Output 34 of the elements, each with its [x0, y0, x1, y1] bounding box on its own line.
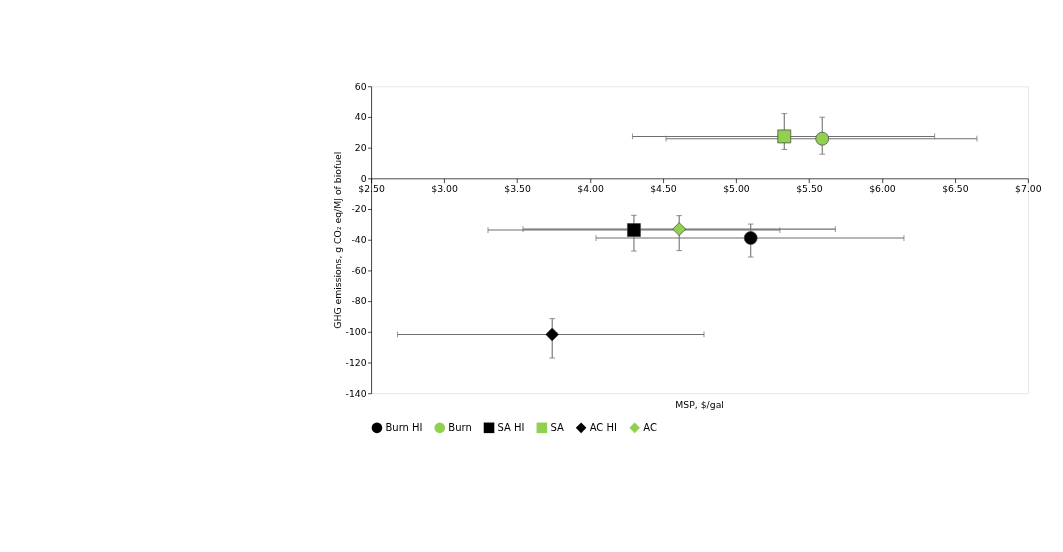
y-tick-label: -20	[351, 203, 367, 215]
x-tick-label: $4.00	[577, 182, 604, 194]
y-tick-label: -60	[351, 264, 367, 276]
x-tick-label: $5.00	[723, 182, 750, 194]
legend-label: SA	[550, 421, 564, 433]
x-tick-label: $3.50	[504, 182, 531, 194]
x-axis-title: MSP, $/gal	[675, 398, 724, 410]
y-tick-label: -140	[345, 387, 367, 399]
point	[545, 327, 560, 342]
point	[627, 223, 641, 237]
x-tick-label: $7.00	[1015, 182, 1042, 194]
x-tick-label: $6.50	[942, 182, 969, 194]
legend-label: AC	[643, 421, 657, 433]
point	[672, 222, 687, 236]
legend-label: Burn HI	[385, 421, 423, 433]
y-tick-label: 60	[354, 80, 367, 92]
y-tick-label: 0	[360, 172, 367, 184]
point	[777, 129, 792, 144]
y-tick-label: -120	[345, 356, 367, 368]
point	[815, 131, 830, 146]
y-tick-label: -100	[345, 326, 367, 338]
x-tick-label: $6.00	[869, 182, 896, 194]
y-tick-label: 40	[354, 111, 367, 123]
x-tick-label: $5.50	[796, 182, 823, 194]
y-tick-label: -40	[351, 234, 367, 246]
x-tick-label: $3.00	[431, 182, 458, 194]
y-tick-label: -80	[351, 295, 367, 307]
legend-label: AC HI	[589, 421, 617, 433]
legend-label: SA HI	[497, 421, 525, 433]
y-axis-title: GHG emissions, g CO₂ eq/MJ of biofuel	[331, 151, 343, 329]
point	[743, 231, 758, 245]
legend-label: Burn	[448, 421, 472, 433]
y-tick-label: 20	[354, 141, 367, 153]
x-tick-label: $4.50	[650, 182, 677, 194]
